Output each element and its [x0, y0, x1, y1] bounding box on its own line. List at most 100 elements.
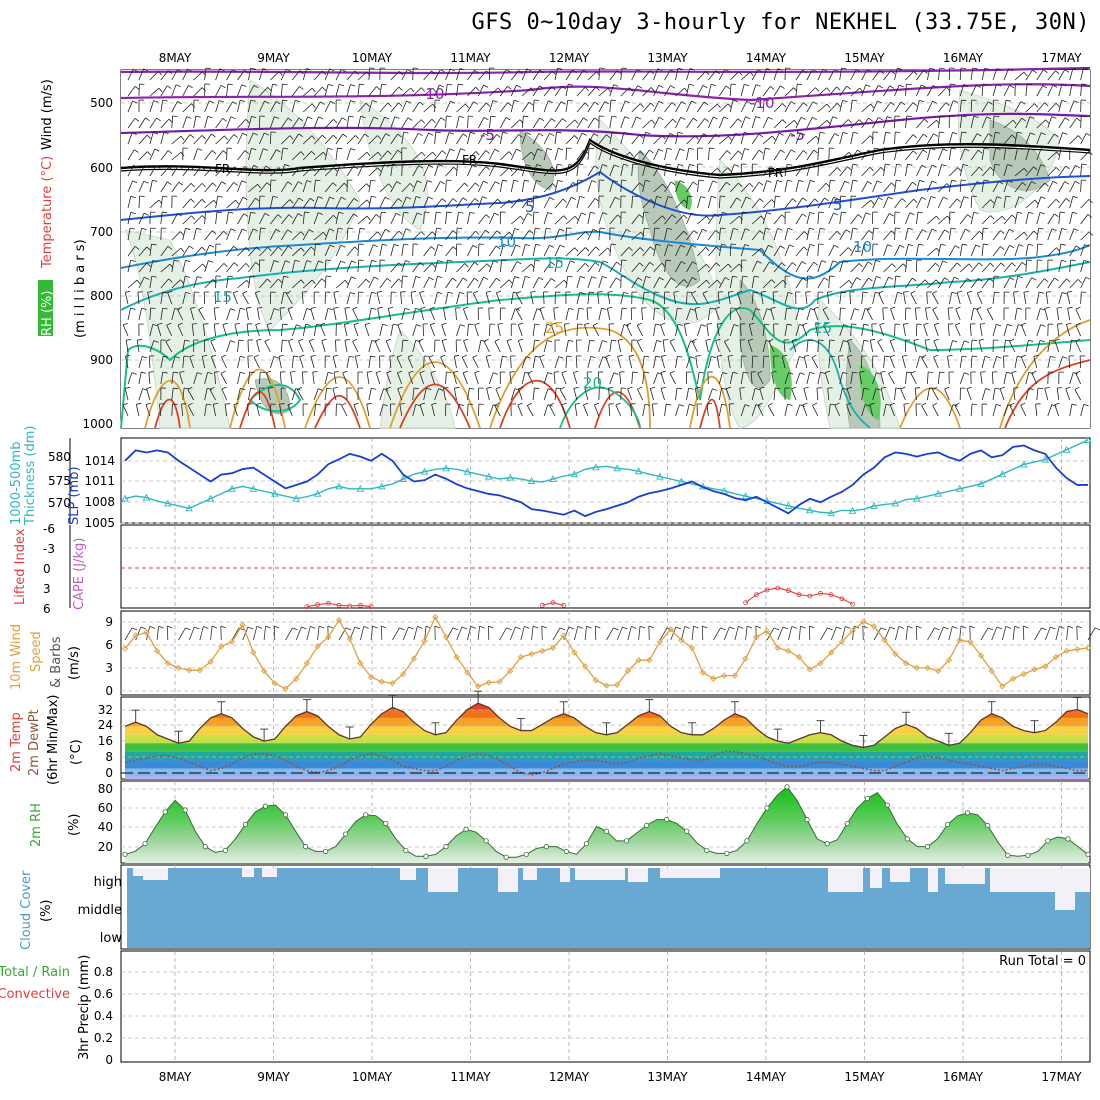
barb-staff [357, 133, 365, 145]
wind-barb [1036, 102, 1049, 113]
wind-barb [1025, 211, 1034, 225]
barb-staff [434, 181, 441, 193]
barb-staff [177, 309, 184, 321]
barb-staff [664, 214, 673, 225]
barb-flag [846, 85, 851, 90]
wind-barb [675, 214, 688, 225]
barb-flag [986, 116, 992, 120]
barb-staff [631, 85, 639, 97]
barb-staff [576, 231, 586, 241]
barb-flag [410, 87, 415, 93]
barb-staff [1003, 340, 1006, 353]
wind-barb [401, 131, 409, 145]
wind-barb [926, 85, 938, 97]
barb-flag [912, 102, 917, 107]
barb-flag [320, 101, 325, 105]
barb-flag [1051, 228, 1057, 231]
barb-flag [692, 261, 697, 265]
barb-flag [760, 291, 767, 293]
wind-barb [149, 117, 161, 129]
barb-staff [719, 167, 729, 177]
barb-staff [543, 228, 547, 241]
wind-barb [839, 166, 852, 177]
barb-staff [160, 356, 164, 369]
wind-barb [346, 260, 357, 273]
wind-barb [379, 150, 392, 161]
wind-barb [461, 354, 468, 369]
barb-flag [705, 338, 711, 341]
barb-staff [324, 276, 327, 289]
wind-barb [352, 338, 359, 353]
barb-staff [554, 198, 564, 209]
barb-flag [613, 180, 619, 183]
barb-staff [171, 308, 176, 321]
wind-barb [532, 259, 540, 273]
wind-barb [729, 263, 743, 273]
wind-barb [269, 195, 278, 209]
barb-staff [346, 165, 354, 177]
wind-barb [324, 182, 337, 193]
barb-staff [291, 117, 300, 129]
barb-staff [510, 198, 520, 209]
wind-barb [932, 306, 939, 321]
wind-barb [948, 179, 957, 193]
wind-barb [708, 103, 721, 113]
barb-flag [891, 230, 896, 235]
barb-staff [434, 150, 443, 161]
barb-flag [208, 260, 214, 263]
barb-staff [420, 308, 425, 321]
barb-flag [322, 134, 327, 139]
wind-barb [387, 306, 394, 321]
barb-staff [302, 197, 311, 209]
barb-flag [562, 118, 567, 123]
barb-staff [587, 148, 590, 161]
barb-flag [727, 103, 732, 108]
wind-barb [1080, 231, 1093, 241]
barb-flag [962, 243, 968, 246]
barb-flag [1009, 338, 1015, 342]
barb-staff [631, 214, 640, 225]
barb-flag [429, 277, 434, 281]
wind-barb [1047, 213, 1059, 225]
barb-staff [434, 276, 438, 289]
wind-barb [429, 306, 435, 321]
barb-flag [943, 196, 948, 200]
barb-flag [547, 148, 553, 151]
barb-staff [795, 246, 805, 257]
wind-barb [1069, 68, 1078, 81]
wind-barb [215, 211, 222, 225]
barb-staff [727, 292, 731, 305]
barb-staff [237, 100, 241, 113]
barb-flag [299, 86, 304, 90]
barb-staff [926, 164, 933, 177]
barb-flag [507, 102, 512, 107]
barb-flag [661, 262, 666, 267]
wind-barb [740, 71, 754, 81]
barb-staff [543, 340, 548, 353]
wind-barb [138, 151, 152, 161]
barb-staff [149, 228, 152, 241]
wind-barb [927, 262, 940, 273]
barb-flag [230, 116, 236, 120]
barb-flag [242, 228, 247, 232]
barb-staff [970, 340, 973, 353]
barb-flag [800, 116, 806, 120]
wind-barb [828, 69, 839, 81]
barb-flag [842, 99, 848, 103]
barb-flag [658, 148, 664, 152]
wind-barb [441, 338, 448, 353]
wind-barb [883, 116, 892, 129]
barb-staff [565, 260, 571, 273]
barb-staff [456, 103, 466, 113]
wind-barb [467, 198, 479, 209]
wind-barb [357, 151, 371, 161]
wind-barb [762, 166, 775, 177]
barb-staff [269, 179, 272, 193]
barb-staff [259, 213, 266, 225]
barb-flag [416, 180, 422, 184]
barb-staff [872, 85, 879, 97]
barb-flag [275, 228, 281, 233]
wind-barb [933, 322, 940, 337]
wind-barb [850, 227, 858, 241]
barb-flag [823, 322, 829, 326]
